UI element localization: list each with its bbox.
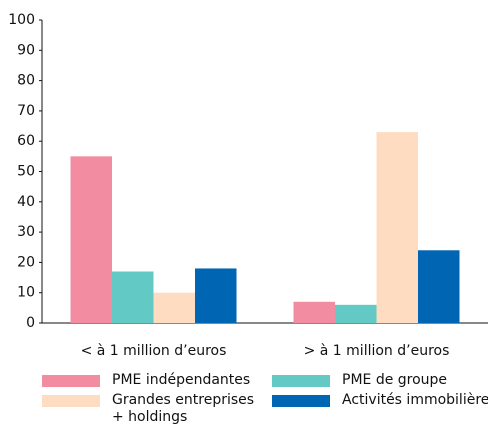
y-tick-label: 60 bbox=[17, 133, 35, 149]
legend-swatch bbox=[272, 395, 330, 407]
bar bbox=[112, 271, 154, 323]
legend-label: PME indépendantes bbox=[112, 372, 251, 388]
y-tick-label: 30 bbox=[17, 224, 35, 240]
y-tick-label: 100 bbox=[8, 12, 35, 28]
bar bbox=[335, 304, 377, 323]
legend-label: PME de groupe bbox=[342, 372, 448, 388]
legend-swatch bbox=[42, 375, 100, 387]
y-tick-label: 40 bbox=[17, 194, 35, 210]
legend-item: PME de groupe bbox=[272, 372, 488, 389]
legend-label: Activités immobilières bbox=[342, 392, 488, 408]
legend-item: Grandes entreprises + holdings bbox=[42, 392, 262, 426]
legend-swatch bbox=[272, 375, 330, 387]
bar bbox=[376, 132, 418, 323]
bar bbox=[293, 301, 335, 323]
legend-label: Grandes entreprises + holdings bbox=[112, 392, 255, 425]
y-tick-label: 70 bbox=[17, 103, 35, 119]
y-tick-label: 10 bbox=[17, 285, 35, 301]
bar bbox=[70, 156, 112, 323]
bar bbox=[418, 250, 460, 323]
bar bbox=[153, 292, 195, 323]
y-tick-label: 50 bbox=[17, 164, 35, 180]
y-tick-label: 80 bbox=[17, 73, 35, 89]
bar bbox=[195, 268, 237, 323]
legend-item: PME indépendantes bbox=[42, 372, 262, 389]
y-tick-label: 90 bbox=[17, 42, 35, 58]
legend-item: Activités immobilières bbox=[272, 392, 488, 409]
legend-swatch bbox=[42, 395, 100, 407]
y-tick-label: 20 bbox=[17, 254, 35, 270]
y-tick-label: 0 bbox=[26, 315, 35, 331]
x-tick-label: > à 1 million d’euros bbox=[304, 343, 450, 359]
x-tick-label: < à 1 million d’euros bbox=[81, 343, 227, 359]
